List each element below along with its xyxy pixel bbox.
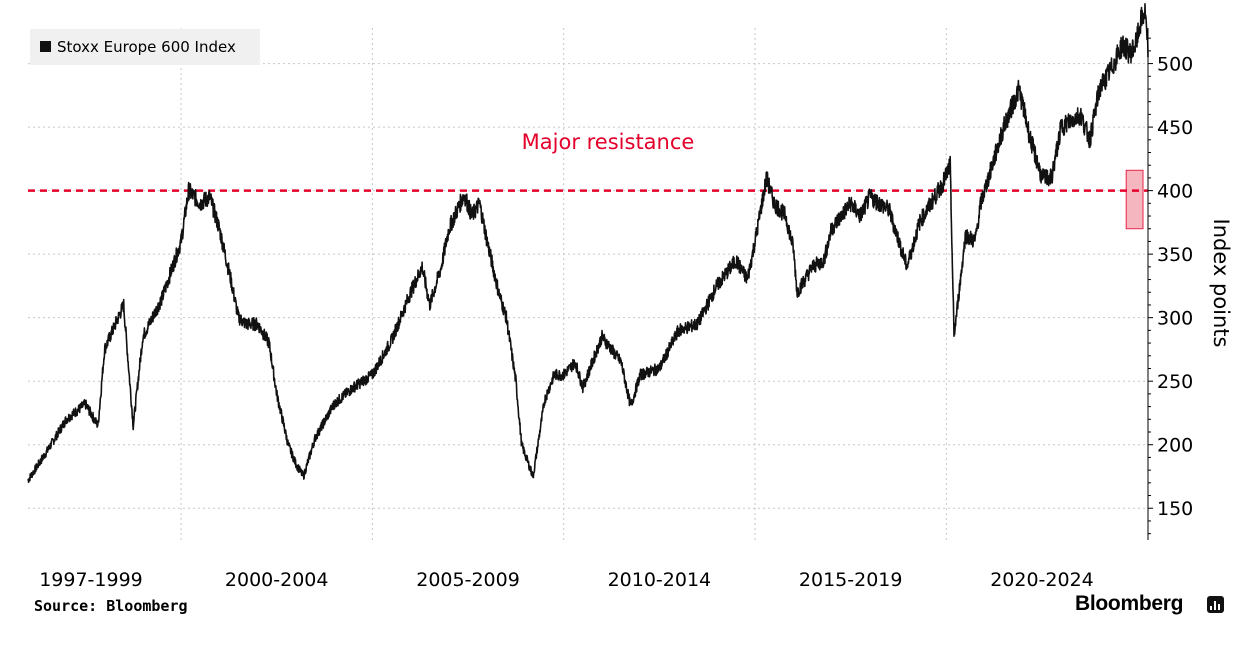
resistance-annotation: Major resistance bbox=[522, 130, 695, 154]
chart-grid bbox=[28, 28, 1148, 540]
x-period-label: 2015-2019 bbox=[799, 569, 903, 591]
series-line-stoxx-600 bbox=[27, 3, 1149, 484]
highlight-layer bbox=[1125, 169, 1144, 230]
y-axis: 150 200 250 300 350 400 450 500 bbox=[1147, 28, 1193, 540]
y-tick-label: 350 bbox=[1157, 244, 1193, 266]
bloomberg-terminal-icon bbox=[1207, 596, 1224, 613]
y-tick-label: 150 bbox=[1157, 498, 1193, 520]
y-tick-label: 400 bbox=[1157, 181, 1193, 203]
source-note: Source: Bloomberg bbox=[34, 597, 188, 615]
legend-swatch bbox=[40, 41, 51, 52]
y-tick-label: 450 bbox=[1157, 117, 1193, 139]
y-tick-label: 300 bbox=[1157, 308, 1193, 330]
legend-label: Stoxx Europe 600 Index bbox=[57, 38, 236, 56]
y-tick-label: 500 bbox=[1157, 54, 1193, 76]
y-tick-label: 250 bbox=[1157, 371, 1193, 393]
series-layer bbox=[27, 3, 1149, 484]
bloomberg-logo: Bloomberg bbox=[1075, 592, 1184, 615]
x-period-label: 2020-2024 bbox=[990, 569, 1094, 591]
legend: Stoxx Europe 600 Index bbox=[30, 29, 260, 65]
y-axis-title: Index points bbox=[1209, 219, 1233, 348]
x-period-label: 2010-2014 bbox=[608, 569, 712, 591]
y-tick-label: 200 bbox=[1157, 435, 1193, 457]
x-period-label: 1997-1999 bbox=[39, 569, 143, 591]
x-period-label: 2005-2009 bbox=[416, 569, 520, 591]
x-period-label: 2000-2004 bbox=[225, 569, 329, 591]
recent-decline-highlight bbox=[1125, 169, 1144, 230]
x-axis-labels: 1997-1999 2000-2004 2005-2009 2010-2014 2015… bbox=[39, 569, 1094, 591]
